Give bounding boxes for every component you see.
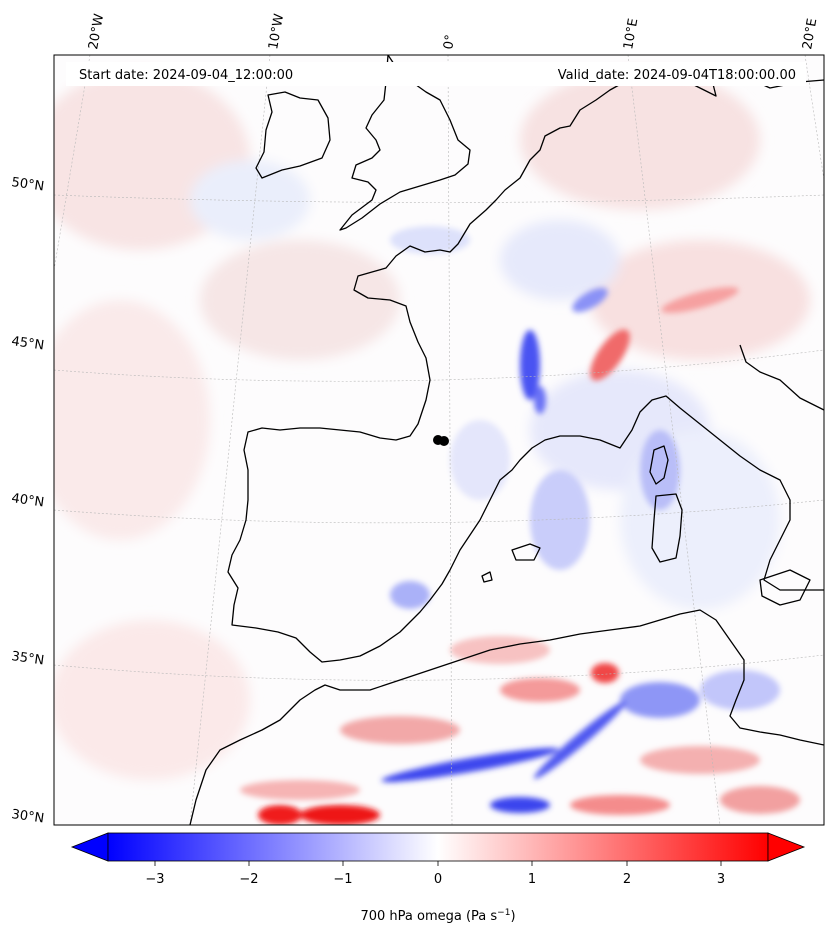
meridian-20w xyxy=(54,55,91,271)
coast-sardinia xyxy=(651,493,683,563)
coast-adriatic xyxy=(739,344,824,411)
lat-label-35n: 35°N xyxy=(10,649,45,668)
graticule xyxy=(54,55,824,825)
coast-sicily xyxy=(759,569,811,606)
longitude-labels: 20°W 10°W 0° 10°E 20°E xyxy=(86,13,820,51)
omega-background-tint xyxy=(54,70,810,780)
coast-continent xyxy=(227,65,824,663)
coastlines xyxy=(189,55,824,825)
coast-great-britain xyxy=(339,55,471,231)
map-frame xyxy=(53,54,825,826)
cb-tick-label: −3 xyxy=(145,872,164,887)
meridian-20e xyxy=(804,55,824,181)
coast-mallorca xyxy=(511,543,541,561)
start-date-label: Start date: 2024-09-04_12:00:00 xyxy=(79,68,293,83)
parallel-50n xyxy=(54,194,824,203)
colorbar-min-arrow xyxy=(70,832,109,862)
lon-label-20w: 20°W xyxy=(86,13,107,51)
colorbar-ticks xyxy=(154,861,722,866)
lon-label-20e: 20°E xyxy=(800,17,820,50)
coast-corsica xyxy=(649,445,669,485)
colorbar-label-main: 700 hPa omega (Pa s xyxy=(360,909,497,924)
meridian-10w xyxy=(189,55,271,825)
cb-tick-label: 1 xyxy=(528,872,536,887)
lon-label-0: 0° xyxy=(441,34,458,51)
coast-ireland xyxy=(255,91,331,179)
lon-label-10e: 10°E xyxy=(621,17,641,50)
coast-ibiza xyxy=(481,571,493,583)
parallel-45n xyxy=(54,349,824,382)
cb-tick-label: 2 xyxy=(623,872,631,887)
lat-label-45n: 45°N xyxy=(10,334,45,353)
lat-label-50n: 50°N xyxy=(10,175,45,194)
meridian-0 xyxy=(447,55,453,825)
map-panel: Start date: 2024-09-04_12:00:00 Valid_da… xyxy=(53,54,825,826)
lat-label-30n: 30°N xyxy=(10,807,45,826)
parallel-40n xyxy=(54,499,824,524)
parallel-35n xyxy=(54,654,824,681)
header-band xyxy=(66,62,806,86)
colorbar-max-arrow xyxy=(767,832,806,862)
colorbar-label-exponent: −1 xyxy=(497,908,510,918)
colorbar-gradient xyxy=(107,832,769,862)
coast-north-africa xyxy=(189,609,824,825)
lon-label-10w: 10°W xyxy=(266,13,287,51)
colorbar-label: 700 hPa omega (Pa s−1) xyxy=(360,908,515,924)
lat-label-40n: 40°N xyxy=(10,491,45,510)
omega-field xyxy=(54,55,824,825)
station-marker xyxy=(439,436,449,446)
latitude-labels: 50°N 45°N 40°N 35°N 30°N xyxy=(10,175,45,826)
markers xyxy=(433,435,449,446)
cb-tick-label: 3 xyxy=(717,872,725,887)
colorbar-label-close: ) xyxy=(510,909,515,924)
valid-date-label: Valid_date: 2024-09-04T18:00:00.00 xyxy=(558,68,796,83)
meridian-10e xyxy=(627,55,721,825)
cb-tick-label: −2 xyxy=(239,872,258,887)
cb-tick-label: −1 xyxy=(333,872,352,887)
colorbar: −3 −2 −1 0 1 2 3 700 hPa omega (Pa s−1) xyxy=(70,832,806,924)
cb-tick-label: 0 xyxy=(434,872,442,887)
